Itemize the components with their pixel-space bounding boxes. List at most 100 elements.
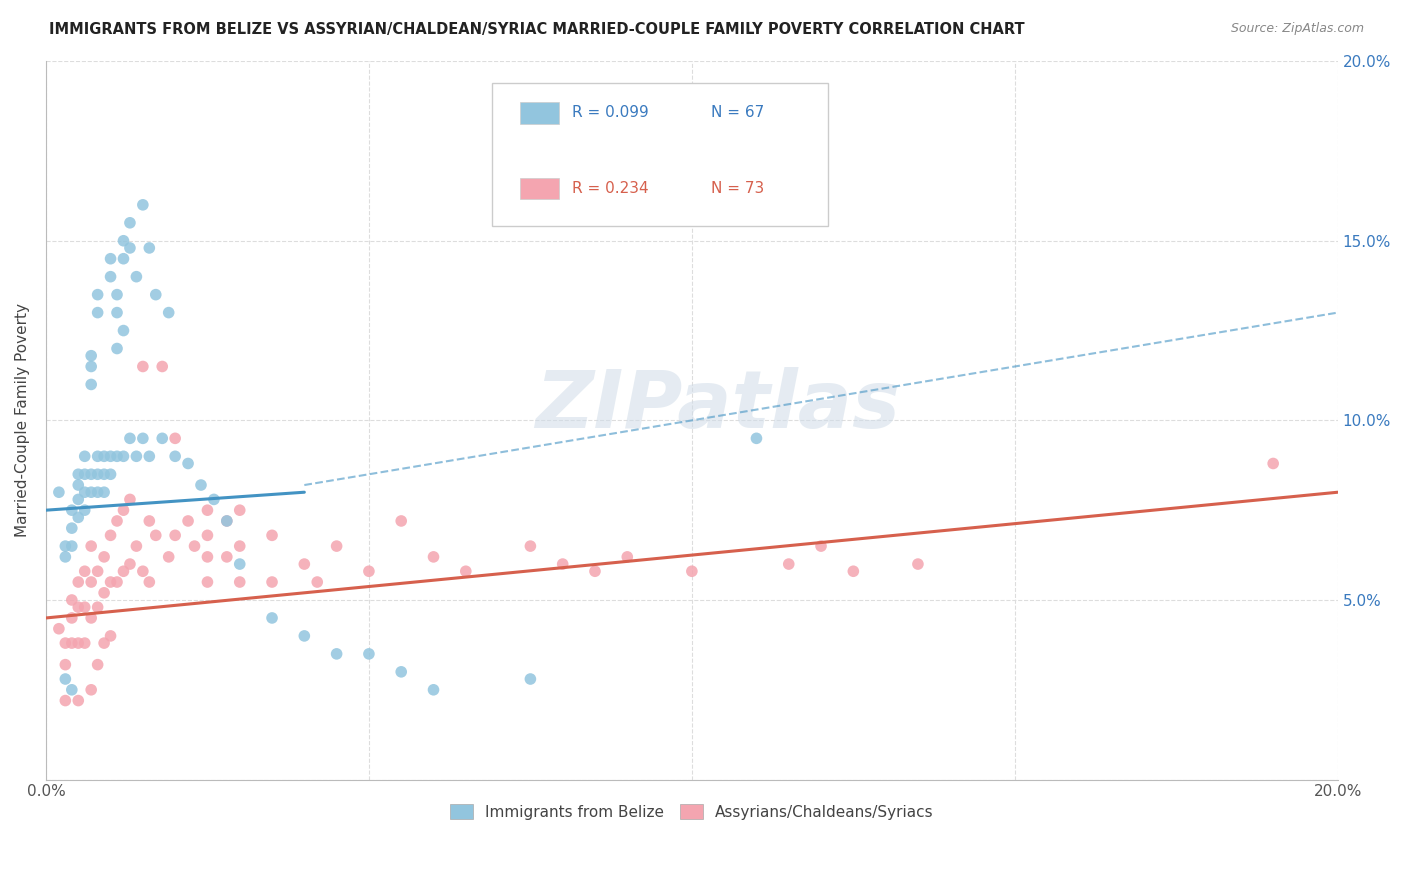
Point (422, 682, 444, 697)
Point (86, 600, 108, 615)
Point (165, 450, 187, 464)
Point (229, 557, 252, 571)
Point (53, 657, 76, 672)
Point (80, 682, 103, 697)
Point (229, 503, 252, 517)
Point (842, 564, 865, 578)
Point (197, 503, 219, 517)
Point (150, 359, 173, 374)
Point (229, 574, 252, 589)
Point (778, 557, 800, 571)
Point (80, 359, 103, 374)
Point (93, 467, 115, 482)
Point (86, 467, 108, 482)
Point (100, 467, 122, 482)
Point (60, 539, 83, 553)
Y-axis label: Married-Couple Family Poverty: Married-Couple Family Poverty (15, 303, 30, 537)
Point (60, 636, 83, 650)
Point (197, 528, 219, 542)
Point (215, 514, 238, 528)
Point (86, 564, 108, 578)
Point (616, 549, 638, 564)
Point (67, 636, 90, 650)
Point (132, 198, 155, 212)
FancyBboxPatch shape (520, 102, 558, 124)
Point (73, 467, 96, 482)
Point (125, 450, 148, 464)
Point (583, 564, 606, 578)
Point (118, 557, 141, 571)
Point (67, 574, 90, 589)
Point (86, 287, 108, 301)
Point (125, 539, 148, 553)
Point (177, 457, 200, 471)
Point (165, 431, 187, 445)
Point (80, 574, 103, 589)
Point (93, 636, 115, 650)
Text: ZIPatlas: ZIPatlas (536, 367, 900, 445)
Point (48, 485, 70, 500)
Point (551, 557, 574, 571)
Point (53, 539, 76, 553)
Point (73, 600, 96, 615)
Point (112, 252, 135, 266)
Point (519, 539, 541, 553)
Point (325, 647, 347, 661)
Text: R = 0.234: R = 0.234 (572, 181, 648, 196)
Point (105, 342, 128, 356)
Point (138, 574, 160, 589)
Point (125, 269, 148, 284)
Point (519, 672, 541, 686)
Point (73, 503, 96, 517)
Point (67, 467, 90, 482)
Point (229, 539, 252, 553)
Point (157, 549, 180, 564)
Point (73, 450, 96, 464)
Point (138, 450, 160, 464)
Point (93, 549, 115, 564)
Point (80, 539, 103, 553)
Point (48, 622, 70, 636)
Point (422, 549, 444, 564)
Point (681, 564, 703, 578)
Point (60, 593, 83, 607)
Point (93, 485, 115, 500)
Point (60, 682, 83, 697)
FancyBboxPatch shape (492, 83, 828, 227)
Point (67, 492, 90, 507)
Point (112, 503, 135, 517)
Point (307, 574, 329, 589)
Point (100, 252, 122, 266)
Point (67, 478, 90, 492)
Point (53, 672, 76, 686)
Point (454, 564, 477, 578)
Point (86, 485, 108, 500)
Point (907, 557, 929, 571)
Point (810, 539, 832, 553)
FancyBboxPatch shape (520, 178, 558, 199)
Point (60, 503, 83, 517)
Point (215, 514, 238, 528)
Point (100, 528, 122, 542)
Point (177, 514, 200, 528)
Point (93, 586, 115, 600)
Point (80, 611, 103, 625)
Point (53, 636, 76, 650)
Point (105, 574, 128, 589)
Point (202, 492, 225, 507)
Point (80, 467, 103, 482)
Point (73, 636, 96, 650)
Point (118, 241, 141, 255)
Point (105, 287, 128, 301)
Point (138, 514, 160, 528)
Point (118, 492, 141, 507)
Point (73, 564, 96, 578)
Point (60, 611, 83, 625)
Point (132, 431, 155, 445)
Point (197, 574, 219, 589)
Point (132, 564, 155, 578)
Point (112, 324, 135, 338)
Point (389, 665, 412, 679)
Point (93, 450, 115, 464)
Point (745, 431, 768, 445)
